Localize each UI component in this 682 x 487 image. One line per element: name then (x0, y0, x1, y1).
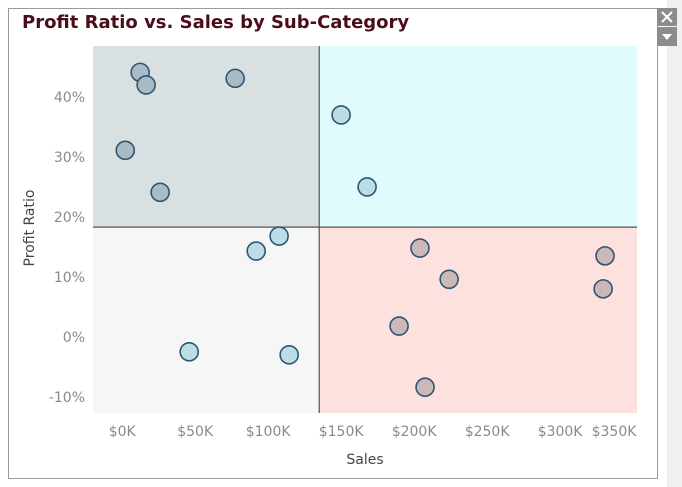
y-tick-label: 20% (54, 210, 85, 226)
x-tick-label: $0K (109, 424, 137, 440)
x-tick-label: $250K (465, 424, 511, 440)
scrollbar (667, 0, 682, 487)
y-tick-label: 30% (54, 150, 85, 166)
x-tick-label: $300K (538, 424, 584, 440)
x-tick-label: $150K (319, 424, 365, 440)
x-tick-label: $50K (177, 424, 214, 440)
point (179, 342, 199, 362)
point (595, 246, 615, 266)
point (115, 140, 136, 161)
menu-icon (662, 34, 672, 40)
point (593, 279, 613, 299)
x-tick-label: $100K (246, 424, 292, 440)
point (357, 177, 377, 197)
point (279, 345, 299, 365)
y-axis-label: Profit Ratio (22, 190, 38, 267)
quadrant-top-right (319, 46, 637, 228)
point (150, 182, 170, 203)
point (389, 316, 409, 336)
x-tick-label: $350K (592, 424, 638, 440)
point (415, 377, 435, 398)
point (136, 75, 156, 95)
x-axis-label: Sales (346, 452, 383, 468)
y-tick-label: -10% (49, 390, 85, 406)
y-tick-label: 10% (54, 270, 85, 286)
chart-title: Profit Ratio vs. Sales by Sub-Category (22, 12, 409, 33)
quadrant-bottom-right (319, 227, 637, 413)
point (439, 269, 459, 290)
point (410, 238, 430, 258)
point (331, 105, 351, 125)
x-tick-label: $200K (392, 424, 438, 440)
y-tick-label: 0% (63, 330, 85, 346)
quadrant-top-left (93, 46, 320, 228)
point (225, 68, 245, 89)
y-tick-label: 40% (54, 90, 85, 106)
close-icon (661, 11, 673, 23)
point (246, 241, 266, 261)
point (269, 226, 289, 246)
quadrant-bottom-left (93, 227, 320, 413)
